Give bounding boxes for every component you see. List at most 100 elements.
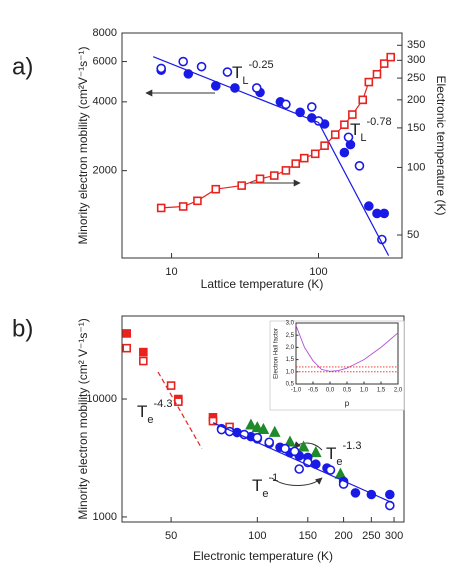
- data-point: [348, 110, 357, 119]
- data-point: [320, 141, 329, 150]
- x-tick-label: 100: [309, 266, 327, 278]
- data-point: [386, 52, 396, 62]
- data-point: [211, 184, 221, 194]
- y-tick-label: 3,0: [286, 321, 295, 327]
- x-tick-label: 1,5: [377, 388, 386, 394]
- data-point: [354, 161, 365, 171]
- data-point: [264, 437, 274, 448]
- data-point: [156, 63, 166, 74]
- data-point: [237, 181, 246, 190]
- y-axis-label: Minority electron mobility (cm² V⁻¹s⁻¹): [76, 318, 90, 519]
- annotation-sup: -0.78: [367, 116, 392, 128]
- annotation: TL-0.78: [350, 116, 392, 144]
- x-tick-label: 1,0: [360, 388, 369, 394]
- annotation-sub: e: [336, 456, 342, 468]
- data-point: [222, 67, 233, 77]
- y-axis-label: Electron Hall factor: [274, 328, 280, 379]
- panel-label: a): [12, 53, 33, 80]
- annotation-base: T: [326, 444, 336, 463]
- y-tick-label: 0,5: [286, 382, 295, 388]
- data-point: [245, 418, 257, 430]
- annotation-sub: e: [147, 414, 153, 426]
- series-line: [157, 371, 203, 449]
- data-point: [364, 201, 374, 211]
- x-axis-label: p: [345, 399, 350, 408]
- annotation-sup: -1: [269, 472, 279, 484]
- x-tick-label: 150: [299, 530, 317, 542]
- data-point: [251, 421, 264, 433]
- data-point: [339, 147, 350, 158]
- annotation-base: T: [252, 476, 262, 495]
- data-point: [257, 422, 270, 434]
- x-tick-label: 200: [334, 530, 352, 542]
- data-point: [297, 440, 310, 452]
- data-point: [306, 102, 317, 112]
- data-point: [196, 61, 207, 72]
- data-point: [284, 435, 296, 447]
- x-axis-label: Electronic temperature (K): [193, 549, 333, 563]
- y2-tick-label: 100: [407, 161, 425, 173]
- arrow: [293, 441, 323, 451]
- data-point: [178, 56, 188, 67]
- data-point: [289, 446, 300, 457]
- annotation-base: T: [137, 402, 147, 421]
- x-tick-label: 0,0: [326, 388, 335, 394]
- y-tick-label: 1,5: [286, 357, 295, 363]
- data-point: [139, 356, 148, 366]
- data-point: [358, 95, 368, 105]
- y-tick-label: 8000: [93, 27, 117, 39]
- series-line: [152, 56, 390, 256]
- data-point: [281, 166, 291, 175]
- plot-frame: [121, 315, 405, 523]
- data-point: [139, 347, 148, 357]
- x-tick-label: 250: [362, 530, 380, 542]
- x-tick-label: 2,0: [394, 388, 403, 394]
- data-point: [325, 465, 336, 475]
- annotation-sup: -1.3: [343, 440, 362, 452]
- annotation-sup: -4.3: [154, 398, 173, 410]
- panel-label: b): [12, 315, 33, 342]
- annotation: Te-1.3: [326, 440, 361, 468]
- data-point: [343, 132, 354, 143]
- annotation: Te-4.3: [137, 398, 172, 426]
- x-tick-label: 0,5: [343, 388, 352, 394]
- y-tick-label: 10000: [86, 393, 117, 405]
- data-point: [255, 174, 265, 184]
- y-tick-label: 2,5: [286, 333, 295, 339]
- data-point: [385, 489, 395, 500]
- data-point: [364, 77, 374, 87]
- data-point: [269, 171, 279, 180]
- data-point: [291, 159, 301, 168]
- data-point: [340, 120, 349, 130]
- data-point: [310, 149, 320, 159]
- data-point: [208, 416, 218, 426]
- y2-tick-label: 250: [407, 72, 425, 84]
- data-point: [251, 83, 262, 93]
- annotation-sub: L: [242, 75, 248, 87]
- x-tick-label: -0,5: [308, 388, 319, 394]
- data-point: [281, 99, 291, 110]
- x-tick-label: 10: [165, 266, 177, 278]
- x-tick-label: 300: [385, 530, 403, 542]
- data-point: [379, 59, 389, 68]
- data-point: [122, 343, 132, 353]
- y2-tick-label: 300: [407, 54, 425, 66]
- data-point: [156, 203, 166, 213]
- x-axis-label: Lattice temperature (K): [201, 277, 324, 291]
- y2-tick-label: 350: [407, 39, 425, 51]
- data-point: [309, 446, 322, 458]
- y2-tick-label: 200: [407, 94, 425, 106]
- y-tick-label: 2,0: [286, 345, 295, 351]
- y-tick-label: 4000: [93, 96, 117, 108]
- data-point: [299, 153, 309, 163]
- data-point: [372, 69, 382, 79]
- x-tick-label: 100: [248, 530, 266, 542]
- y2-tick-label: 150: [407, 122, 425, 134]
- y-tick-label: 1000: [93, 511, 117, 523]
- annotation-sub: e: [262, 488, 268, 500]
- data-point: [178, 202, 188, 211]
- data-point: [330, 130, 340, 139]
- inset-background: [269, 320, 405, 411]
- series-line: [212, 422, 395, 505]
